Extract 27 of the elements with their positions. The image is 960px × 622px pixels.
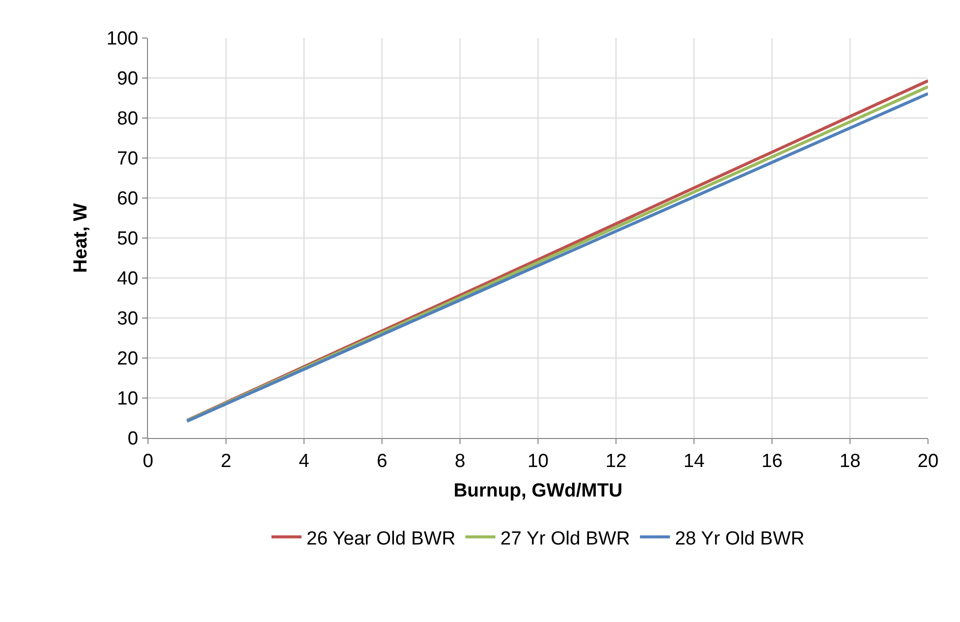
x-tick-label: 8: [454, 450, 466, 472]
x-tick-label: 20: [917, 450, 939, 472]
x-tick-label: 16: [761, 450, 783, 472]
legend-label: 26 Year Old BWR: [306, 528, 456, 550]
y-tick-label: 20: [117, 348, 138, 370]
legend-label: 27 Yr Old BWR: [500, 528, 630, 550]
x-tick-label: 14: [683, 450, 705, 472]
x-tick-label: 10: [527, 450, 549, 472]
x-tick-label: 6: [376, 450, 388, 472]
x-tick-label: 18: [839, 450, 861, 472]
y-tick-label: 40: [117, 268, 138, 290]
y-tick-label: 10: [117, 388, 138, 410]
x-axis-title: Burnup, GWd/MTU: [454, 480, 622, 502]
y-tick-label: 80: [117, 108, 138, 130]
x-tick-label: 2: [220, 450, 232, 472]
y-tick-label: 0: [128, 428, 138, 450]
y-tick-label: 100: [106, 28, 138, 50]
y-tick-label: 60: [117, 188, 138, 210]
y-tick-label: 70: [117, 148, 138, 170]
y-axis-title: Heat, W: [70, 203, 92, 273]
x-tick-label: 4: [298, 450, 310, 472]
y-tick-label: 50: [117, 228, 138, 250]
x-tick-label: 12: [605, 450, 627, 472]
x-tick-label: 0: [142, 450, 154, 472]
y-tick-label: 30: [117, 308, 138, 330]
legend-label: 28 Yr Old BWR: [674, 528, 804, 550]
y-tick-label: 90: [117, 68, 138, 90]
